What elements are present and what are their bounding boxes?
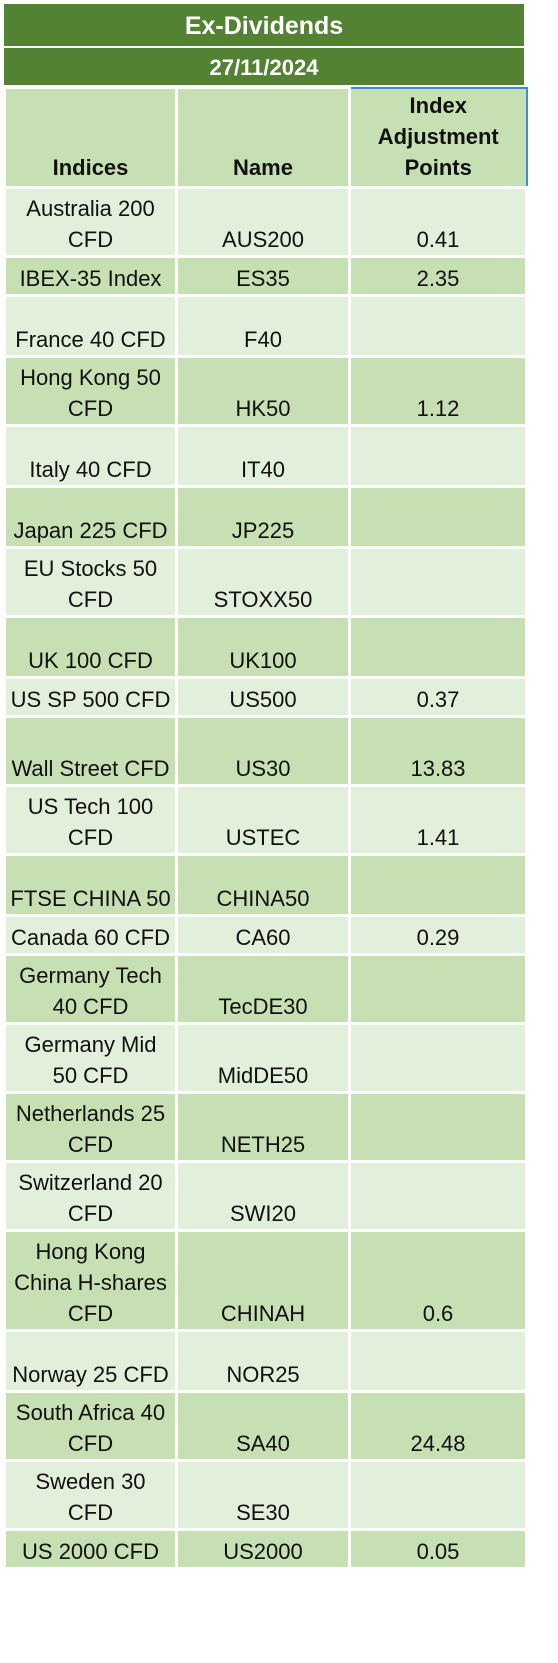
cell-adjustment-points [348,1329,528,1393]
cell-index: US Tech 100 CFD [3,784,178,856]
cell-index: Japan 225 CFD [3,485,178,549]
table-row: IBEX-35 Index ES35 2.35 [3,255,528,297]
cell-index: EU Stocks 50 CFD [3,546,178,618]
cell-adjustment-points [348,1160,528,1232]
cell-name: SE30 [175,1459,351,1531]
cell-name: CA60 [175,914,351,956]
header-indices: Indices [3,86,178,189]
table-row: FTSE CHINA 50 CHINA50 [3,853,528,917]
cell-name: AUS200 [175,186,351,258]
cell-adjustment-points [348,1459,528,1531]
header-adjustment-points[interactable]: Index Adjustment Points [348,86,528,189]
cell-name: F40 [175,294,351,358]
table-row: Japan 225 CFD JP225 [3,485,528,549]
cell-adjustment-points: 0.41 [348,186,528,258]
table-row: US SP 500 CFD US500 0.37 [3,676,528,718]
cell-adjustment-points [348,615,528,679]
cell-index: Germany Tech 40 CFD [3,953,178,1025]
cell-index: Canada 60 CFD [3,914,178,956]
cell-name: CHINA50 [175,853,351,917]
cell-name: NETH25 [175,1091,351,1163]
cell-name: US500 [175,676,351,718]
cell-index: FTSE CHINA 50 [3,853,178,917]
cell-adjustment-points: 1.41 [348,784,528,856]
cell-name: NOR25 [175,1329,351,1393]
table-row: US Tech 100 CFD USTEC 1.41 [3,784,528,856]
cell-index: Hong Kong China H-shares CFD [3,1229,178,1332]
cell-index: US 2000 CFD [3,1528,178,1570]
cell-adjustment-points: 0.6 [348,1229,528,1332]
table-row: Canada 60 CFD CA60 0.29 [3,914,528,956]
table-row: US 2000 CFD US2000 0.05 [3,1528,528,1570]
table-row: Switzerland 20 CFD SWI20 [3,1160,528,1232]
cell-index: Germany Mid 50 CFD [3,1022,178,1094]
cell-name: HK50 [175,355,351,427]
table-row: Sweden 30 CFD SE30 [3,1459,528,1531]
cell-adjustment-points [348,1091,528,1163]
cell-adjustment-points: 1.12 [348,355,528,427]
cell-index: Sweden 30 CFD [3,1459,178,1531]
cell-adjustment-points [348,1022,528,1094]
cell-adjustment-points: 0.37 [348,676,528,718]
cell-name: UK100 [175,615,351,679]
cell-name: JP225 [175,485,351,549]
table-row: Hong Kong 50 CFD HK50 1.12 [3,355,528,427]
table-row: Italy 40 CFD IT40 [3,424,528,488]
cell-adjustment-points [348,546,528,618]
cell-adjustment-points [348,294,528,358]
cell-index: IBEX-35 Index [3,255,178,297]
cell-adjustment-points [348,953,528,1025]
cell-index: US SP 500 CFD [3,676,178,718]
cell-name: CHINAH [175,1229,351,1332]
cell-name: MidDE50 [175,1022,351,1094]
cell-name: SA40 [175,1390,351,1462]
cell-name: US2000 [175,1528,351,1570]
cell-adjustment-points: 13.83 [348,715,528,787]
table-row: Norway 25 CFD NOR25 [3,1329,528,1393]
cell-index: Norway 25 CFD [3,1329,178,1393]
cell-name: SWI20 [175,1160,351,1232]
cell-index: Australia 200 CFD [3,186,178,258]
cell-name: IT40 [175,424,351,488]
header-name: Name [175,86,351,189]
header-row: Indices Name Index Adjustment Points [3,86,528,189]
table-row: France 40 CFD F40 [3,294,528,358]
cell-index: Netherlands 25 CFD [3,1091,178,1163]
table-row: Germany Mid 50 CFD MidDE50 [3,1022,528,1094]
cell-name: TecDE30 [175,953,351,1025]
cell-name: USTEC [175,784,351,856]
cell-adjustment-points [348,485,528,549]
cell-name: STOXX50 [175,546,351,618]
table-row: Australia 200 CFD AUS200 0.41 [3,186,528,258]
table-row: Germany Tech 40 CFD TecDE30 [3,953,528,1025]
cell-adjustment-points: 0.29 [348,914,528,956]
cell-index: Hong Kong 50 CFD [3,355,178,427]
table-row: South Africa 40 CFD SA40 24.48 [3,1390,528,1462]
ex-dividends-sheet: Ex-Dividends 27/11/2024 Indices Name Ind… [3,3,528,1570]
sheet-date: 27/11/2024 [3,47,525,86]
cell-adjustment-points [348,853,528,917]
table-row: Netherlands 25 CFD NETH25 [3,1091,528,1163]
cell-index: France 40 CFD [3,294,178,358]
table-row: Hong Kong China H-shares CFD CHINAH 0.6 [3,1229,528,1332]
cell-adjustment-points: 24.48 [348,1390,528,1462]
cell-index: Wall Street CFD [3,715,178,787]
cell-adjustment-points: 0.05 [348,1528,528,1570]
cell-index: South Africa 40 CFD [3,1390,178,1462]
cell-adjustment-points: 2.35 [348,255,528,297]
cell-index: UK 100 CFD [3,615,178,679]
table-row: UK 100 CFD UK100 [3,615,528,679]
sheet-title: Ex-Dividends [3,3,525,47]
cell-adjustment-points [348,424,528,488]
cell-name: US30 [175,715,351,787]
table-row: EU Stocks 50 CFD STOXX50 [3,546,528,618]
cell-name: ES35 [175,255,351,297]
ex-dividends-table: Indices Name Index Adjustment Points Aus… [3,86,528,1570]
cell-index: Italy 40 CFD [3,424,178,488]
table-row: Wall Street CFD US30 13.83 [3,715,528,787]
cell-index: Switzerland 20 CFD [3,1160,178,1232]
